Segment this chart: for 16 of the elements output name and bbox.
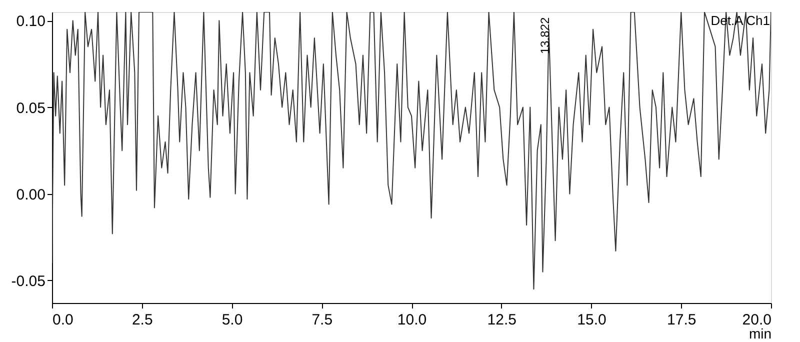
x-tick-label: 5.0 <box>222 312 243 328</box>
y-tick-label: 0.05 <box>16 100 46 117</box>
x-tick-label: 2.5 <box>132 312 153 328</box>
x-tick-label: 17.5 <box>667 312 696 328</box>
x-tick-label: 20.0 <box>742 312 772 328</box>
x-tick-label: 7.5 <box>312 312 333 328</box>
x-tick-label: 12.5 <box>487 312 516 328</box>
annotation: 13.822 <box>538 16 552 54</box>
line-series <box>52 12 771 290</box>
x-axis-title: min <box>748 326 772 342</box>
x-tick-label: 15.0 <box>577 312 606 328</box>
x-tick-label: 0.0 <box>52 312 74 328</box>
y-tick-label: 0.00 <box>16 186 46 204</box>
y-tick-label: 0.10 <box>16 13 46 30</box>
x-tick-label: 10.0 <box>397 312 427 328</box>
y-tick-label: -0.05 <box>11 272 46 290</box>
